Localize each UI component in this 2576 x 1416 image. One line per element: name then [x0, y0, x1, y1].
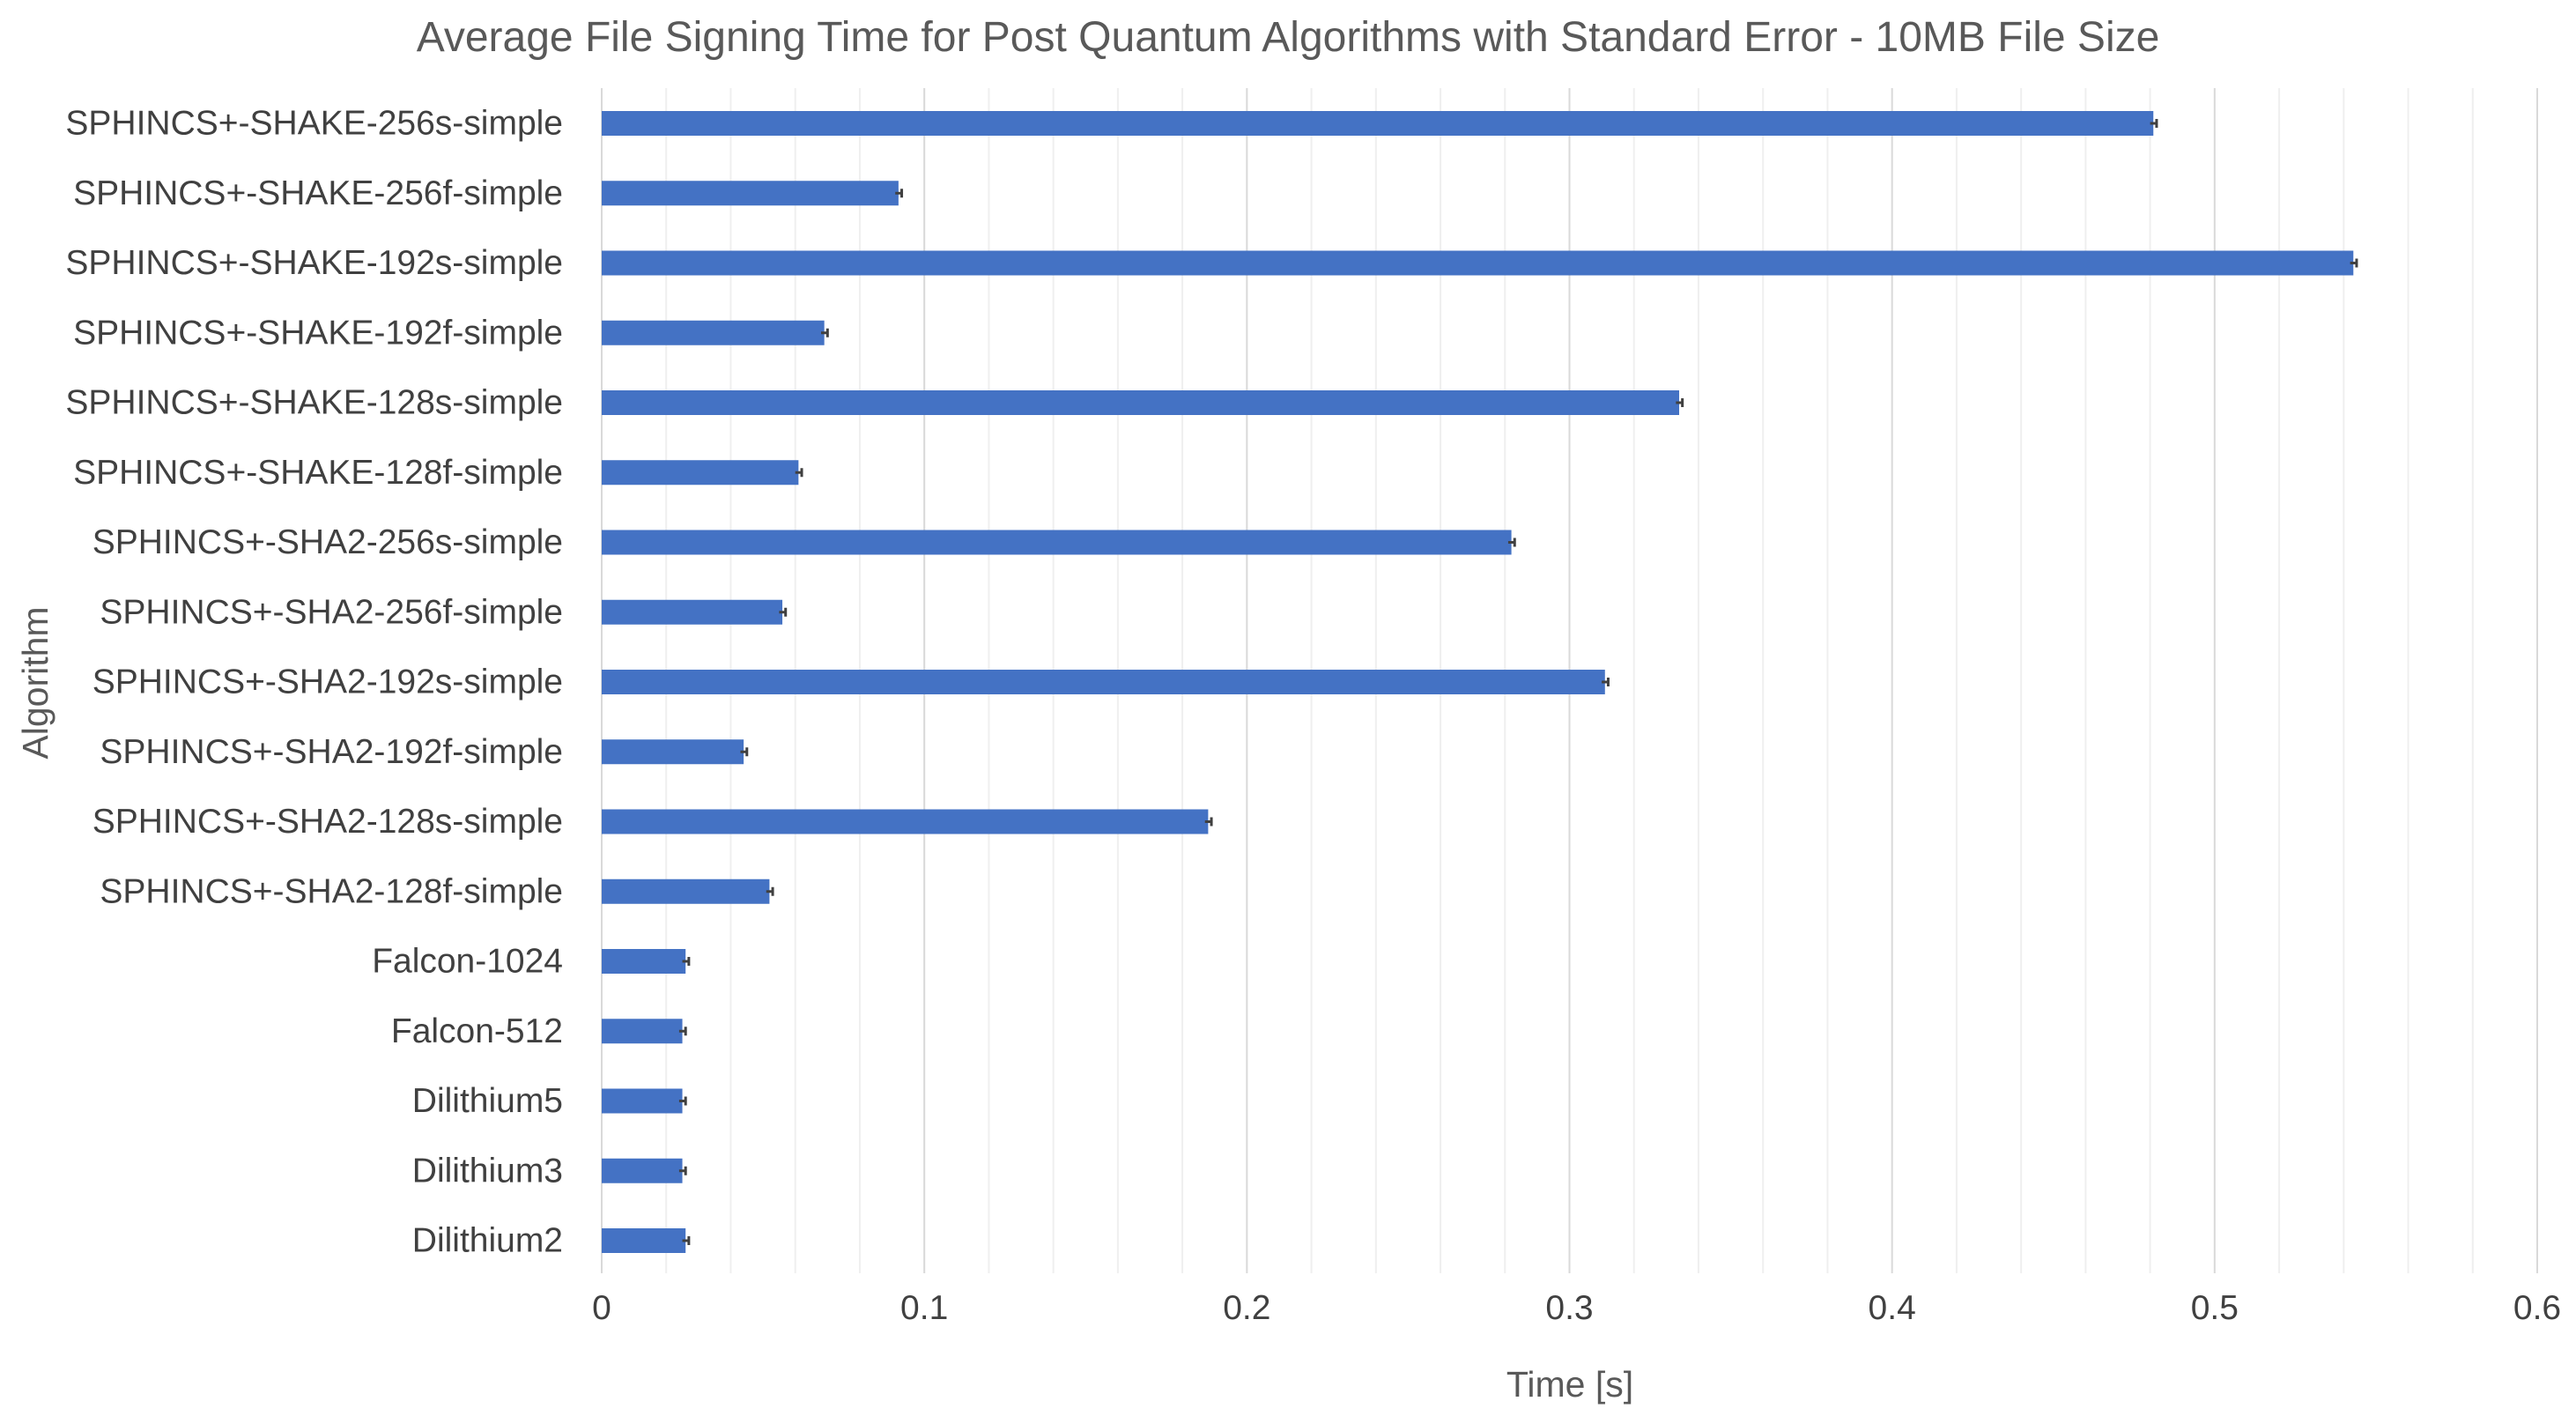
category-labels: SPHINCS+-SHAKE-256s-simple SPHINCS+-SHAKE…	[65, 105, 563, 1260]
category-label: Falcon-512	[391, 1012, 563, 1050]
bar	[602, 599, 783, 625]
bar	[602, 1088, 683, 1114]
bar	[602, 949, 686, 974]
bar	[602, 670, 1605, 694]
bar	[602, 250, 2354, 276]
category-label: SPHINCS+-SHAKE-192s-simple	[65, 244, 563, 282]
x-tick-label: 0.3	[1545, 1289, 1593, 1327]
bar	[602, 1228, 686, 1253]
bar	[602, 1158, 683, 1183]
chart-title: Average File Signing Time for Post Quant…	[417, 14, 2160, 61]
category-label: Falcon-1024	[372, 943, 563, 981]
x-axis-title: Time [s]	[1506, 1364, 1633, 1405]
bar	[602, 181, 899, 206]
category-label: SPHINCS+-SHA2-256f-simple	[100, 593, 563, 631]
bar	[602, 460, 799, 486]
category-label: SPHINCS+-SHAKE-256s-simple	[65, 105, 563, 143]
category-label: SPHINCS+-SHA2-256s-simple	[93, 523, 563, 561]
bar	[602, 879, 770, 904]
x-tick-label: 0.1	[900, 1289, 948, 1327]
category-label: Dilithium2	[412, 1222, 563, 1260]
category-label: SPHINCS+-SHA2-192s-simple	[93, 664, 563, 701]
category-label: SPHINCS+-SHAKE-128s-simple	[65, 384, 563, 422]
bar	[602, 809, 1209, 834]
x-tick-label: 0.5	[2191, 1289, 2239, 1327]
bar	[602, 530, 1512, 555]
category-label: SPHINCS+-SHAKE-192f-simple	[73, 314, 563, 352]
error-bars	[678, 119, 2358, 1245]
x-tick-labels: 0 0.1 0.2 0.3 0.4 0.5 0.6	[592, 1289, 2561, 1327]
category-label: SPHINCS+-SHA2-128f-simple	[100, 872, 563, 910]
x-tick-label: 0	[592, 1289, 611, 1327]
y-axis-title: Algorithm	[15, 606, 56, 759]
bar	[602, 390, 1679, 415]
x-tick-label: 0.4	[1869, 1289, 1916, 1327]
bar	[602, 1019, 683, 1044]
bar	[602, 111, 2154, 136]
x-tick-label: 0.6	[2513, 1289, 2561, 1327]
x-tick-label: 0.2	[1223, 1289, 1270, 1327]
category-label: SPHINCS+-SHA2-192f-simple	[100, 733, 563, 771]
bar	[602, 320, 825, 345]
category-label: SPHINCS+-SHA2-128s-simple	[93, 803, 563, 841]
category-label: Dilithium3	[412, 1152, 563, 1190]
category-label: SPHINCS+-SHAKE-128f-simple	[73, 454, 563, 492]
bars	[602, 111, 2354, 1253]
bar	[602, 739, 744, 765]
category-label: SPHINCS+-SHAKE-256f-simple	[73, 174, 563, 212]
category-label: Dilithium5	[412, 1082, 563, 1120]
